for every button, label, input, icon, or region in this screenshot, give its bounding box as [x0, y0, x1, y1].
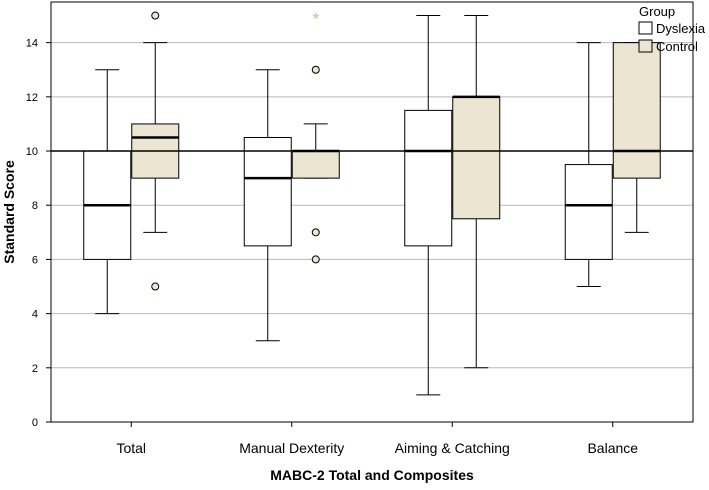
y-axis-title: Standard Score — [1, 160, 17, 264]
box-iqr — [452, 96, 501, 220]
legend-title: Group — [639, 4, 675, 19]
box-iqr — [404, 109, 453, 247]
x-tick-label: Total — [116, 440, 146, 456]
y-tick-label-2: 2 — [32, 363, 38, 375]
legend: Group Dyslexia Control — [638, 4, 706, 54]
box-iqr — [243, 136, 292, 247]
box-control-1: ★ — [291, 11, 340, 264]
extreme-point: ★ — [311, 11, 321, 23]
x-tick-label: Aiming & Catching — [395, 440, 510, 456]
legend-swatch-control — [638, 39, 653, 53]
box-dyslexia-2 — [404, 15, 453, 396]
legend-label-dyslexia: Dyslexia — [656, 21, 706, 36]
box-iqr — [564, 164, 613, 260]
box-dyslexia-3 — [564, 42, 613, 288]
legend-swatch-dyslexia — [638, 21, 653, 35]
x-axis-title: MABC-2 Total and Composites — [270, 467, 474, 483]
y-tick-label-0: 0 — [32, 417, 38, 429]
x-axis: Total Manual Dexterity Aiming & Catching Ba… — [116, 422, 638, 456]
outlier-point — [311, 255, 320, 264]
y-tick-label-14: 14 — [26, 38, 38, 50]
box-iqr — [612, 42, 661, 179]
y-tick-label-12: 12 — [26, 92, 38, 104]
x-tick-label: Balance — [587, 440, 638, 456]
y-tick-label-6: 6 — [32, 254, 38, 266]
y-tick-label-10: 10 — [26, 146, 38, 158]
y-axis: 0 2 4 6 8 10 12 14 — [26, 38, 51, 429]
box-iqr — [291, 150, 340, 179]
y-tick-label-8: 8 — [32, 200, 38, 212]
outlier-point — [311, 65, 320, 74]
box-control-2 — [452, 15, 501, 369]
box-control-3 — [612, 42, 661, 233]
box-dyslexia-1 — [243, 69, 292, 342]
outlier-point — [151, 282, 160, 291]
box-dyslexia-0 — [83, 69, 132, 315]
plot-content: ★ — [51, 11, 693, 396]
legend-label-control: Control — [656, 39, 698, 54]
x-tick-label: Manual Dexterity — [239, 440, 344, 456]
outlier-point — [151, 11, 160, 20]
y-tick-label-4: 4 — [32, 309, 38, 321]
outlier-point — [311, 228, 320, 237]
plot-frame — [50, 1, 694, 423]
